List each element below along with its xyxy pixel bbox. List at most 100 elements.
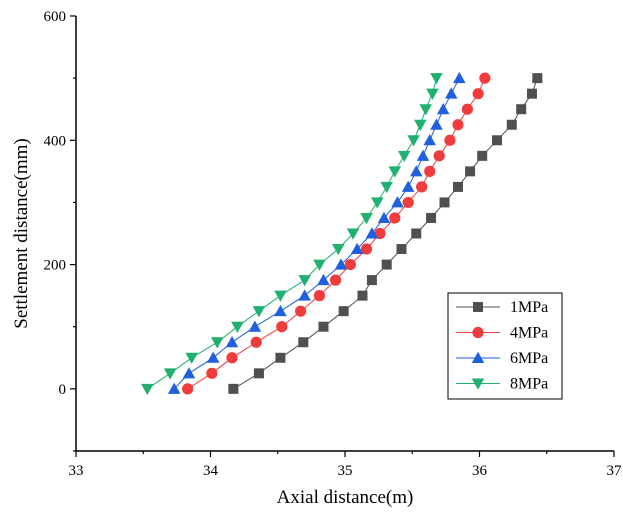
data-point (329, 274, 342, 286)
data-point (360, 243, 373, 255)
data-point (182, 383, 194, 395)
data-point (419, 104, 432, 116)
x-tick-label: 35 (338, 463, 353, 479)
data-point (532, 73, 543, 84)
legend-label: 6MPa (510, 350, 548, 367)
data-point (426, 88, 439, 100)
data-point (491, 135, 502, 146)
data-point (411, 228, 422, 239)
legend-marker (471, 351, 485, 363)
data-point (479, 72, 491, 84)
data-point (388, 166, 402, 178)
data-point (274, 304, 287, 317)
data-point (357, 290, 368, 301)
data-point (313, 290, 326, 302)
data-point (424, 165, 436, 177)
data-point (141, 383, 154, 396)
data-point (298, 289, 311, 301)
x-tick-label: 33 (69, 463, 84, 479)
legend-label: 1MPa (510, 299, 548, 316)
data-point (248, 320, 262, 332)
data-point (226, 352, 238, 364)
data-point (407, 135, 420, 147)
data-point (426, 212, 437, 223)
data-point (472, 88, 484, 100)
data-point (338, 306, 349, 317)
data-point (298, 337, 309, 348)
data-point (360, 212, 373, 225)
data-point (416, 149, 430, 161)
data-point (380, 181, 393, 194)
data-point (344, 258, 356, 271)
data-point (371, 197, 384, 209)
data-point (453, 71, 466, 84)
data-point (228, 383, 239, 394)
data-point (231, 321, 244, 333)
data-point (206, 351, 220, 363)
data-point (402, 196, 414, 209)
data-point (477, 150, 488, 161)
y-tick-label: 0 (59, 382, 67, 398)
data-point (317, 273, 330, 286)
series-line (147, 77, 437, 390)
data-point (298, 275, 311, 287)
data-point (396, 244, 407, 255)
y-tick-label: 400 (44, 133, 67, 149)
series-1MPa (228, 73, 543, 394)
data-point (225, 336, 239, 348)
data-point (163, 368, 177, 380)
data-point (391, 196, 404, 208)
data-point (318, 321, 329, 332)
legend-box (447, 292, 563, 400)
x-tick-label: 34 (203, 463, 219, 479)
axes: 33 34 35 36 37 0 200 400 600 (44, 9, 623, 479)
x-tick-label: 36 (472, 463, 488, 479)
data-point (381, 259, 392, 270)
data-point (334, 258, 348, 270)
data-point (461, 103, 473, 115)
data-point (414, 119, 427, 131)
data-point (439, 197, 450, 208)
data-point (374, 227, 386, 240)
data-point (389, 212, 401, 224)
data-point (452, 119, 464, 131)
legend-marker (471, 378, 485, 390)
legend-marker (473, 302, 483, 312)
y-tick-label: 200 (44, 258, 67, 274)
data-point (185, 352, 198, 365)
data-point (465, 166, 476, 177)
data-point (444, 134, 456, 146)
data-point (274, 290, 287, 302)
data-point (506, 119, 517, 130)
data-point (275, 352, 286, 363)
data-point (350, 242, 364, 255)
legend-label: 8MPa (510, 376, 548, 393)
data-point (182, 367, 196, 379)
legend-label: 4MPa (510, 325, 548, 342)
data-point (313, 259, 326, 271)
data-point (366, 275, 377, 286)
data-point (365, 227, 379, 239)
data-point (430, 73, 443, 85)
data-point (206, 367, 218, 379)
series-8MPa (141, 73, 443, 396)
data-point (295, 305, 307, 317)
data-point (410, 165, 423, 177)
data-point (397, 150, 411, 163)
y-tick-label: 600 (44, 9, 67, 25)
data-point (423, 134, 436, 146)
data-point (516, 104, 527, 115)
data-point (377, 211, 391, 223)
legend-marker (472, 326, 484, 339)
data-point (445, 87, 458, 99)
data-point (526, 88, 537, 99)
data-point (167, 382, 181, 394)
data-point (252, 306, 266, 318)
data-point (436, 102, 450, 115)
data-point (430, 118, 443, 130)
data-point (416, 181, 428, 193)
data-point (346, 228, 360, 240)
series-4MPa (182, 72, 491, 395)
data-point (253, 368, 264, 379)
